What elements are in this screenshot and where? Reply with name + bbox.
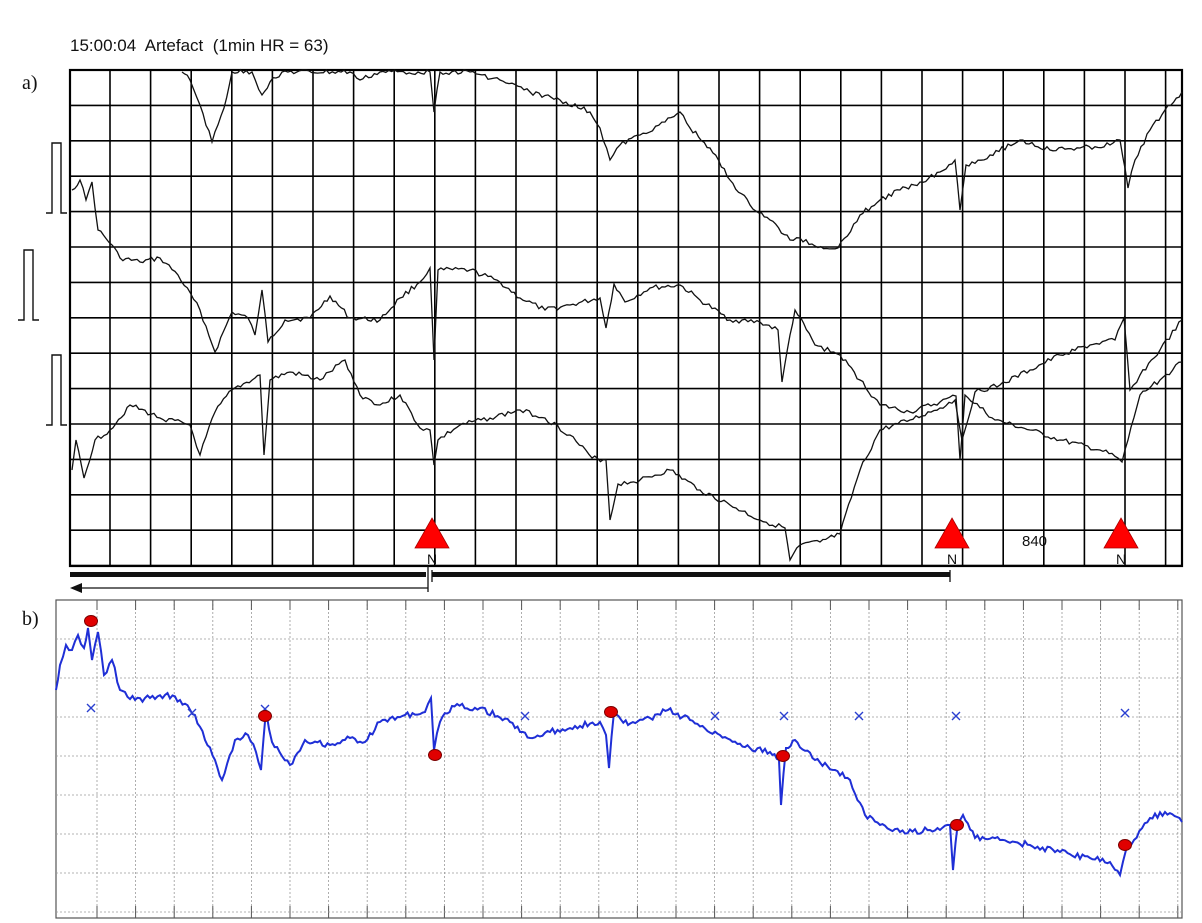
header-time: 15:00:04: [70, 36, 137, 55]
ecg-panel-a: N N N 840: [18, 68, 1184, 593]
beat-label: N: [427, 551, 437, 567]
header-event: Artefact: [144, 36, 204, 55]
signal-trace: [55, 627, 1183, 878]
dot-marker: [950, 819, 964, 831]
beat-label: N: [947, 551, 957, 567]
cross-marker: [779, 711, 789, 721]
panel-b-label: b): [22, 608, 39, 630]
cross-marker: [951, 711, 961, 721]
dot-marker: [84, 615, 98, 627]
cross-marker: [710, 711, 720, 721]
beat-marker: N: [414, 517, 450, 567]
header-heart-rate: (1min HR = 63): [212, 36, 329, 55]
interval-arrow-head: [70, 583, 82, 593]
ecg-traces: [71, 68, 1183, 562]
cross-marker: [187, 708, 197, 718]
cross-marker: [854, 711, 864, 721]
beat-label: N: [1116, 551, 1126, 567]
interval-bars: [70, 566, 951, 593]
dot-marker: [604, 706, 618, 718]
ecg-trace-lead: [71, 315, 1183, 562]
interval-bar-2: [432, 572, 950, 577]
signal-grid-b: [55, 599, 1183, 919]
ecg-trace-lead: [71, 178, 1183, 464]
dot-marker: [428, 749, 442, 761]
beat-triangle: [934, 517, 970, 549]
beat-triangle: [1103, 517, 1139, 549]
calibration-pulses: [18, 142, 67, 426]
cross-marker: [1120, 708, 1130, 718]
calibration-pulse-3: [46, 354, 67, 426]
rr-interval-label: 840: [1022, 533, 1047, 550]
grid-b-frame: [55, 599, 1183, 919]
dot-marker: [258, 710, 272, 722]
beat-triangle: [414, 517, 450, 549]
interval-bar-1: [70, 572, 426, 577]
panel-a-label: a): [22, 72, 38, 94]
dot-markers: [84, 615, 1132, 851]
ecg-grid-a: [68, 68, 1184, 568]
beat-marker: N: [934, 517, 970, 567]
dot-marker: [776, 750, 790, 762]
ecg-trace-lead-top: [181, 68, 1183, 250]
cross-marker: [86, 703, 96, 713]
beat-marker: N: [1103, 517, 1139, 567]
cross-markers: [86, 703, 1130, 721]
calibration-pulse-1: [46, 142, 67, 214]
recording-header: 15:00:04 Artefact (1min HR = 63): [70, 36, 328, 56]
dot-marker: [1118, 839, 1132, 851]
calibration-pulse-2: [18, 249, 39, 321]
cross-marker: [520, 711, 530, 721]
